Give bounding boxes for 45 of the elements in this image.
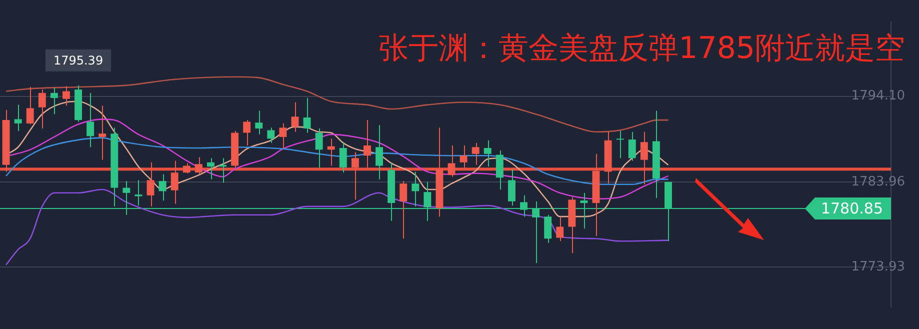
candlestick	[339, 142, 347, 174]
line-series	[5, 188, 669, 266]
candlestick	[194, 156, 202, 175]
candlestick	[146, 162, 154, 207]
candlestick	[460, 144, 468, 168]
y-tick-label: 1783.96	[851, 174, 905, 190]
annotation: 1795.39	[53, 54, 104, 68]
y-tick-label: 1794.10	[851, 88, 905, 104]
candlestick	[50, 87, 58, 115]
candlestick	[364, 120, 371, 168]
candlestick	[134, 180, 142, 206]
candlestick	[640, 131, 648, 185]
candlestick	[508, 168, 516, 206]
candlestick	[484, 140, 492, 168]
candlestick	[448, 144, 456, 178]
candlestick	[496, 150, 504, 190]
candlestick	[206, 158, 214, 180]
line-series	[5, 76, 669, 133]
candlestick	[86, 92, 94, 148]
candlestick	[303, 98, 311, 134]
candlestick	[291, 102, 299, 132]
candlestick	[98, 105, 106, 160]
candlestick	[472, 142, 480, 166]
ref-line-label: 1780.85	[820, 199, 883, 218]
candlestick	[616, 130, 624, 159]
candlestick	[158, 174, 166, 201]
y-tick-label: 1773.93	[851, 260, 905, 275]
chart-title: 张于渊：黄金美盘反弹1785附近就是空	[378, 30, 905, 68]
candlestick	[14, 104, 22, 132]
candlestick	[376, 124, 384, 180]
candlestick	[170, 160, 178, 204]
candlestick	[255, 110, 263, 135]
candlestick	[62, 86, 70, 106]
candlestick	[628, 131, 636, 162]
candlestick	[243, 120, 251, 146]
candlestick	[279, 122, 287, 150]
candlestick	[351, 152, 359, 200]
candlestick	[26, 86, 34, 125]
candlestick	[315, 128, 323, 168]
candlestick	[38, 89, 46, 130]
candlestick	[182, 162, 190, 174]
candlestick	[400, 180, 408, 240]
candlestick	[556, 216, 564, 242]
candlestick	[544, 214, 552, 244]
candlestick	[267, 127, 275, 144]
